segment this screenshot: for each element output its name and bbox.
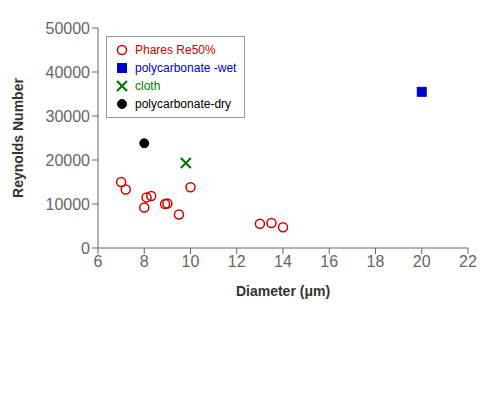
svg-text:14: 14 bbox=[274, 253, 292, 270]
svg-text:18: 18 bbox=[367, 253, 385, 270]
svg-text:20: 20 bbox=[413, 253, 431, 270]
svg-text:Diameter (μm): Diameter (μm) bbox=[236, 283, 330, 299]
svg-text:6: 6 bbox=[94, 253, 103, 270]
html-text:polycarbonate -wet: polycarbonate -wet bbox=[135, 61, 237, 75]
svg-text:10000: 10000 bbox=[46, 196, 91, 213]
svg-text:50000: 50000 bbox=[46, 20, 91, 37]
svg-text:16: 16 bbox=[320, 253, 338, 270]
html-text:polycarbonate-dry: polycarbonate-dry bbox=[135, 97, 232, 111]
svg-text:Reynolds Number: Reynolds Number bbox=[10, 78, 26, 198]
html-text:cloth: cloth bbox=[135, 79, 161, 93]
svg-text:40000: 40000 bbox=[46, 64, 91, 81]
svg-text:30000: 30000 bbox=[46, 108, 91, 125]
svg-text:22: 22 bbox=[459, 253, 477, 270]
svg-text:0: 0 bbox=[81, 240, 90, 257]
svg-text:20000: 20000 bbox=[46, 152, 91, 169]
svg-text:12: 12 bbox=[228, 253, 246, 270]
svg-text:10: 10 bbox=[182, 253, 200, 270]
html-text:Phares Re50%: Phares Re50% bbox=[135, 43, 216, 57]
svg-text:8: 8 bbox=[140, 253, 149, 270]
